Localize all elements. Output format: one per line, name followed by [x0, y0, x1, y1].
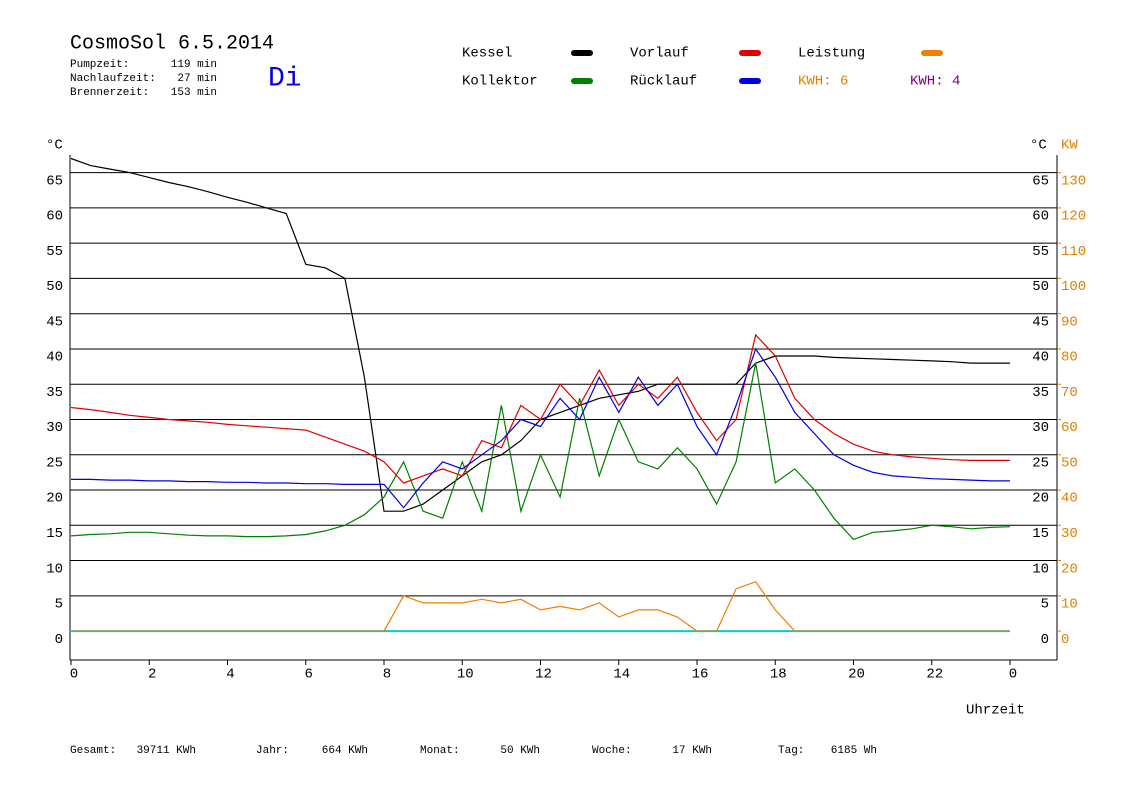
stat-label: Nachlaufzeit: — [70, 73, 156, 85]
y-tick-label: 40 — [46, 350, 63, 366]
y-tick-label-right: 35 — [1032, 385, 1049, 401]
y-tick-label-right: 60 — [1032, 209, 1049, 225]
x-tick-label: 6 — [305, 667, 313, 683]
y-tick-label-right: 40 — [1032, 350, 1049, 366]
y-tick-label: 25 — [46, 455, 63, 471]
series-line — [71, 347, 1010, 509]
y-tick-label: 30 — [46, 420, 63, 436]
series-line — [70, 157, 1010, 512]
stat-label: Brennerzeit: — [70, 87, 149, 99]
stat-value: 27 min — [177, 73, 217, 85]
x-tick-label: 20 — [848, 667, 865, 683]
legend-label: Kessel — [462, 46, 512, 62]
legend-label: Rücklauf — [630, 74, 697, 90]
x-tick-label: 22 — [926, 667, 943, 683]
x-tick-label: 0 — [70, 667, 78, 683]
y-tick-label-right: 50 — [1032, 279, 1049, 295]
y-tick-label-right: 55 — [1032, 244, 1049, 260]
y-tick-label: 55 — [46, 244, 63, 260]
y2-tick-label: 30 — [1061, 526, 1078, 542]
y-tick-label-right: 45 — [1032, 314, 1049, 330]
x-tick-label: 12 — [535, 667, 552, 683]
y-tick-label-right: 30 — [1032, 420, 1049, 436]
x-tick-label: 2 — [148, 667, 156, 683]
footer-label: Monat: — [420, 745, 460, 757]
y-tick-label: 20 — [46, 491, 63, 507]
y2-tick-label: 90 — [1061, 314, 1078, 330]
series-line — [70, 333, 1010, 484]
y-tick-label: 35 — [46, 385, 63, 401]
stat-value: 153 min — [171, 87, 217, 99]
footer-value: 39711 KWh — [137, 745, 196, 757]
x-tick-label: 16 — [692, 667, 709, 683]
stat-value: 119 min — [171, 59, 217, 71]
series-line — [70, 362, 1011, 541]
x-axis-label: Uhrzeit — [966, 703, 1025, 719]
footer-label: Gesamt: — [70, 745, 116, 757]
series-line — [71, 580, 1010, 632]
y2-tick-label: 110 — [1061, 244, 1086, 260]
y2-tick-label: 70 — [1061, 385, 1078, 401]
y2-tick-label: 50 — [1061, 455, 1078, 471]
footer-label: Tag: — [778, 745, 804, 757]
y-tick-label: 65 — [46, 173, 63, 189]
y-tick-label: 15 — [46, 526, 63, 542]
y-tick-label-right: 25 — [1032, 455, 1049, 471]
legend-label: Leistung — [798, 46, 865, 62]
footer-label: Jahr: — [256, 745, 289, 757]
y2-tick-label: 10 — [1061, 597, 1078, 613]
y2-tick-label: 20 — [1061, 561, 1078, 577]
stat-label: Pumpzeit: — [70, 59, 129, 71]
y-tick-label: 45 — [46, 314, 63, 330]
y2-tick-label: 0 — [1061, 632, 1069, 648]
footer-value: 17 KWh — [672, 745, 712, 757]
y2-tick-label: 60 — [1061, 420, 1078, 436]
y-tick-label-right: 65 — [1032, 173, 1049, 189]
x-tick-label: 0 — [1009, 667, 1017, 683]
y2-tick-label: 80 — [1061, 350, 1078, 366]
y2-tick-label: 130 — [1061, 173, 1086, 189]
x-tick-label: 10 — [457, 667, 474, 683]
y-tick-label: 5 — [55, 597, 63, 613]
y-tick-label-right: 5 — [1041, 597, 1049, 613]
y-tick-label: 0 — [55, 632, 63, 648]
annotation: KWH: 4 — [910, 74, 960, 90]
y-tick-label: 50 — [46, 279, 63, 295]
y-tick-label: 10 — [46, 561, 63, 577]
legend-label: Kollektor — [462, 74, 538, 90]
footer-label: Woche: — [592, 745, 632, 757]
y-tick-label-right: 0 — [1041, 632, 1049, 648]
y2-tick-label: 100 — [1061, 279, 1086, 295]
annotation: KWH: 6 — [798, 74, 848, 90]
y-tick-label: 60 — [46, 209, 63, 225]
y2-tick-label: 120 — [1061, 209, 1086, 225]
y-tick-label-right: 10 — [1032, 561, 1049, 577]
footer-value: 50 KWh — [500, 745, 540, 757]
x-tick-label: 14 — [613, 667, 630, 683]
y2-tick-label: 40 — [1061, 491, 1078, 507]
x-tick-label: 18 — [770, 667, 787, 683]
y-tick-label-right: 20 — [1032, 491, 1049, 507]
y2-axis-label: KW — [1061, 138, 1078, 154]
footer-value: 664 KWh — [322, 745, 368, 757]
chart-title: CosmoSol 6.5.2014 — [70, 32, 274, 55]
y-axis-label-right: °C — [1030, 138, 1047, 154]
legend-label: Vorlauf — [630, 46, 689, 62]
x-tick-label: 4 — [226, 667, 234, 683]
x-tick-label: 8 — [383, 667, 391, 683]
footer-value: 6185 Wh — [831, 745, 877, 757]
weekday: Di — [268, 63, 302, 94]
y-tick-label-right: 15 — [1032, 526, 1049, 542]
y-axis-label: °C — [46, 138, 63, 154]
